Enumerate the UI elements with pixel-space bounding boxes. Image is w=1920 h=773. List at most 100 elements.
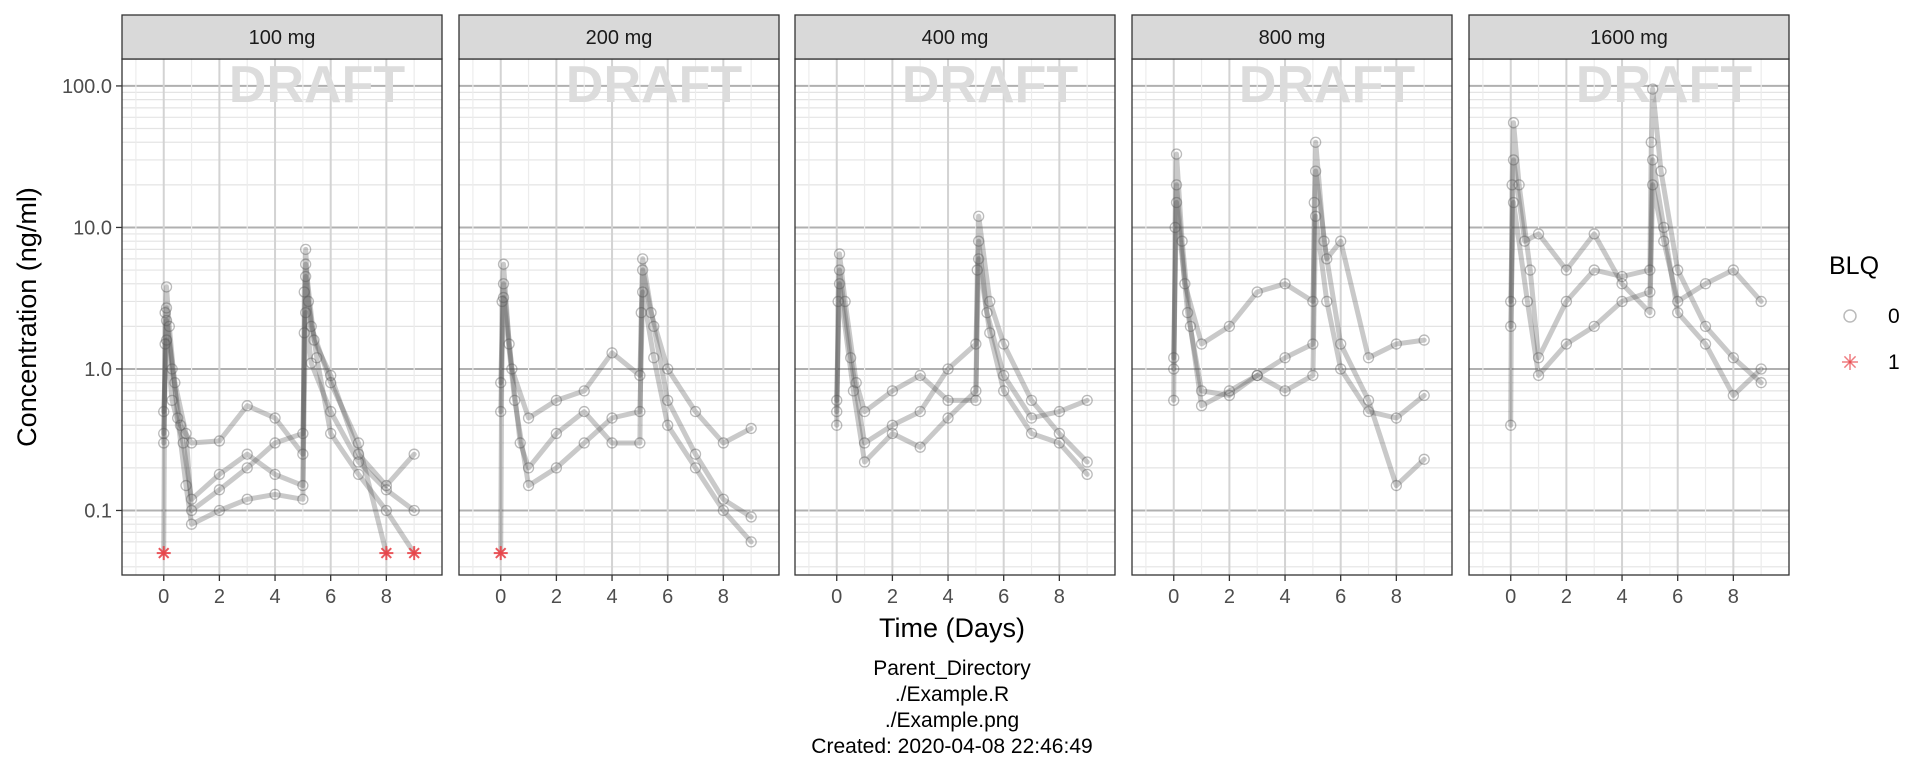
data-point	[380, 484, 392, 496]
data-point	[522, 412, 535, 424]
x-tick-label: 6	[325, 586, 336, 608]
data-point	[380, 479, 392, 492]
data-point	[325, 377, 337, 389]
data-point	[158, 427, 170, 440]
data-point	[1506, 179, 1518, 191]
data-point	[522, 479, 535, 492]
data-point	[241, 462, 253, 474]
data-point	[745, 536, 757, 548]
data-point	[1507, 117, 1520, 129]
x-tick-label: 0	[1168, 586, 1179, 608]
data-point	[1168, 352, 1180, 364]
data-point	[637, 286, 649, 298]
x-tick-label: 8	[381, 586, 392, 608]
data-point	[1672, 306, 1684, 319]
data-point	[496, 295, 508, 308]
data-point	[1081, 468, 1093, 481]
facet-panel: DRAFT 1600 mg 0 2 4 6 8	[1468, 14, 1790, 608]
data-point	[1755, 377, 1767, 389]
data-point	[213, 504, 226, 517]
data-point	[970, 385, 982, 397]
data-point	[1169, 221, 1181, 234]
data-point	[1755, 295, 1767, 308]
panel-background	[1132, 59, 1452, 575]
data-point	[159, 306, 171, 319]
legend-entry-label: 0	[1888, 305, 1900, 328]
data-point	[408, 504, 420, 517]
data-point	[1727, 389, 1739, 402]
data-point	[1699, 338, 1712, 350]
data-point	[606, 437, 618, 449]
data-point	[1672, 295, 1684, 308]
data-point	[509, 394, 521, 407]
footer-caption-line: Created: 2020-04-08 22:46:49	[811, 735, 1092, 758]
blq-point	[379, 546, 394, 561]
data-point	[970, 338, 982, 350]
draft-watermark: DRAFT	[1576, 56, 1752, 114]
legend-entry-label: 1	[1888, 351, 1900, 374]
data-point	[1521, 295, 1534, 308]
data-point	[1532, 228, 1545, 240]
data-point	[497, 278, 510, 290]
data-point	[160, 281, 173, 293]
data-point	[1335, 235, 1347, 247]
data-point	[1532, 369, 1545, 382]
data-point	[308, 334, 320, 346]
data-point	[1310, 165, 1322, 177]
x-tick-label: 6	[662, 586, 673, 608]
data-point	[180, 427, 192, 440]
data-point	[831, 419, 843, 431]
x-tick-label: 2	[1561, 586, 1572, 608]
data-point	[914, 369, 926, 382]
data-point	[1655, 165, 1667, 177]
data-point	[1588, 320, 1600, 333]
x-tick-label: 4	[942, 586, 953, 608]
data-point	[578, 405, 590, 418]
data-point	[832, 295, 844, 308]
data-point	[1279, 352, 1291, 364]
data-point	[845, 352, 857, 364]
data-point	[1647, 154, 1659, 166]
data-point	[300, 270, 312, 283]
data-point	[1390, 412, 1402, 424]
x-tick-label: 8	[718, 586, 729, 608]
facet-strip	[1131, 14, 1453, 60]
data-point	[1025, 412, 1038, 424]
data-point	[1251, 286, 1263, 298]
data-point	[1519, 235, 1531, 247]
data-point	[942, 394, 954, 407]
data-point	[973, 235, 985, 247]
data-point	[298, 286, 310, 298]
data-point	[1179, 278, 1191, 290]
subject-profile-line	[1508, 157, 1764, 316]
y-tick-label: 1.0	[84, 359, 112, 381]
data-point	[1335, 363, 1347, 375]
data-point	[1505, 320, 1517, 333]
data-point	[1307, 295, 1319, 308]
data-point	[1335, 338, 1347, 350]
data-point	[886, 385, 899, 397]
data-point	[1223, 389, 1236, 402]
data-point	[914, 441, 926, 453]
data-point	[1182, 306, 1194, 319]
data-point	[380, 504, 392, 517]
data-point	[973, 253, 985, 265]
data-point	[1321, 295, 1333, 308]
data-point	[325, 405, 337, 418]
data-point	[1081, 456, 1093, 468]
data-point	[1507, 196, 1520, 209]
x-tick-label: 8	[1728, 586, 1739, 608]
data-point	[213, 435, 226, 447]
data-point	[1307, 369, 1319, 382]
data-point	[1223, 385, 1236, 397]
data-point	[1176, 235, 1188, 247]
data-point	[984, 327, 996, 339]
data-point	[998, 369, 1010, 382]
data-point	[305, 320, 317, 333]
data-point	[1647, 179, 1659, 191]
data-point	[981, 306, 993, 319]
facet-strip-label: 200 mg	[586, 27, 653, 49]
x-tick-label: 2	[887, 586, 898, 608]
data-point	[298, 327, 310, 339]
y-tick-label: 100.0	[62, 76, 112, 98]
